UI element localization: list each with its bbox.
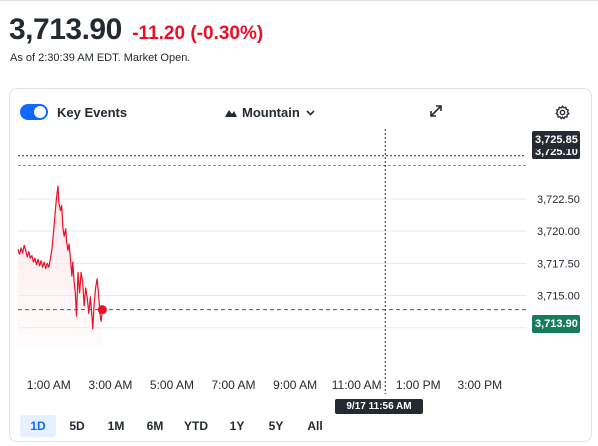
range-button-ytd[interactable]: YTD <box>184 419 208 433</box>
range-button-1d[interactable]: 1D <box>20 415 56 437</box>
x-tick-label: 5:00 AM <box>150 378 194 392</box>
range-selector: 1D 5D 1M 6M YTD 1Y 5Y All <box>20 415 336 437</box>
day-high-tag: 3,725.85 <box>532 131 580 149</box>
range-button-all[interactable]: All <box>307 419 323 433</box>
range-button-1y[interactable]: 1Y <box>229 419 245 433</box>
x-tick-label: 1:00 PM <box>396 378 441 392</box>
y-tick-label: 3,717.50 <box>537 258 580 270</box>
x-tick-label: 3:00 AM <box>88 378 132 392</box>
x-tick-label: 11:00 AM <box>332 378 382 392</box>
price-area-fill <box>18 186 103 347</box>
key-events-toggle[interactable] <box>20 104 48 120</box>
current-price: 3,713.90 <box>9 13 122 46</box>
quote-header: 3,713.90 -11.20 (-0.30%) <box>9 13 263 47</box>
y-tick-label: 3,722.50 <box>537 194 580 206</box>
mountain-icon <box>225 108 237 117</box>
x-tick-label: 1:00 AM <box>27 378 71 392</box>
settings-button[interactable] <box>555 105 570 125</box>
chart-card: 3,722.503,720.003,717.503,715.003,712.50… <box>9 88 592 442</box>
quote-timestamp: As of 2:30:39 AM EDT. Market Open. <box>10 52 191 64</box>
top-divider <box>0 0 598 1</box>
current-price-dot[interactable] <box>97 305 107 315</box>
chevron-down-icon <box>306 109 315 116</box>
y-tick-label: 3,720.00 <box>537 226 580 238</box>
crosshair-time-tag: 9/17 11:56 AM <box>335 399 423 414</box>
change-value: -11.20 <box>132 23 186 44</box>
range-button-1m[interactable]: 1M <box>107 419 125 433</box>
y-tick-label: 3,715.00 <box>537 291 580 303</box>
last-price-tag: 3,713.90 <box>532 315 580 333</box>
range-button-5d[interactable]: 5D <box>69 419 85 433</box>
expand-button[interactable] <box>429 104 443 123</box>
price-chart[interactable]: 3,722.503,720.003,717.503,715.003,712.50… <box>10 89 592 442</box>
x-tick-label: 3:00 PM <box>457 378 502 392</box>
key-events-control: Key Events <box>20 104 127 120</box>
range-button-6m[interactable]: 6M <box>146 419 164 433</box>
change-percent: (-0.30%) <box>190 23 264 44</box>
x-tick-label: 7:00 AM <box>211 378 255 392</box>
price-change: -11.20 (-0.30%) <box>132 23 263 45</box>
chart-type-dropdown[interactable]: Mountain <box>225 105 315 120</box>
gear-icon <box>555 105 570 125</box>
chart-type-label: Mountain <box>242 105 300 120</box>
range-button-5y[interactable]: 5Y <box>268 419 284 433</box>
expand-icon <box>429 104 443 123</box>
price-line <box>17 185 103 330</box>
key-events-label: Key Events <box>57 104 128 120</box>
x-tick-label: 9:00 AM <box>273 378 317 392</box>
